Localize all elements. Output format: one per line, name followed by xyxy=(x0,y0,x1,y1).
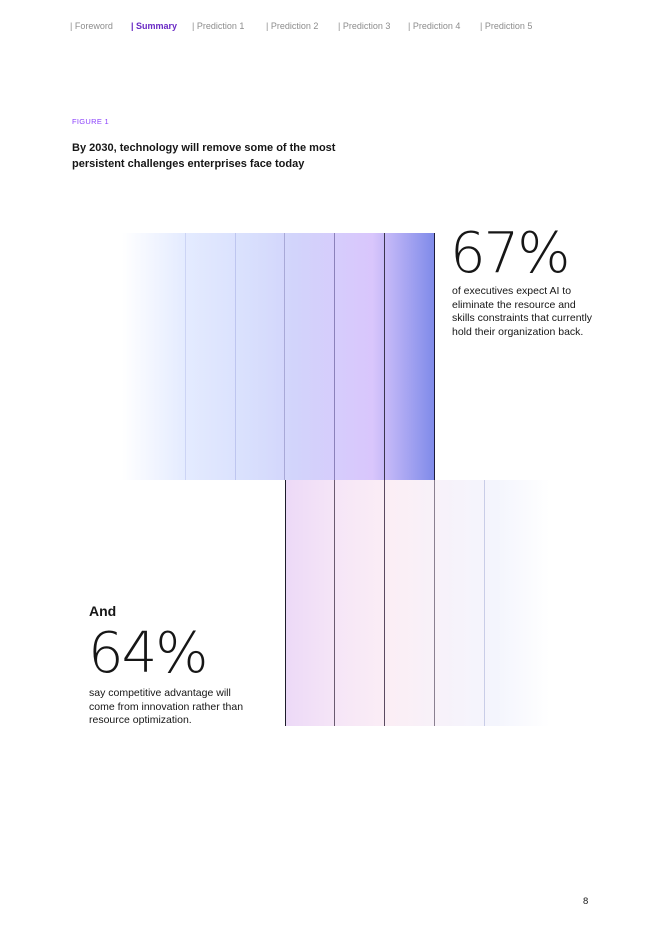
divider-line xyxy=(384,233,385,480)
divider-line xyxy=(384,480,385,726)
nav-item-prediction-1[interactable]: | Prediction 1 xyxy=(192,20,244,32)
stat-value-64: 64% xyxy=(88,622,206,686)
page-number: 8 xyxy=(583,896,588,907)
stat-description-64: say competitive advantage will come from… xyxy=(89,687,254,728)
nav-item-prediction-4[interactable]: | Prediction 4 xyxy=(408,20,460,32)
nav-item-foreword[interactable]: | Foreword xyxy=(70,20,113,32)
gradient-graphic-bottom xyxy=(285,480,550,726)
divider-line xyxy=(185,233,186,480)
divider-line xyxy=(284,233,285,480)
nav-item-prediction-5[interactable]: | Prediction 5 xyxy=(480,20,532,32)
divider-line xyxy=(334,480,335,726)
divider-line xyxy=(434,233,435,480)
divider-line xyxy=(235,233,236,480)
divider-line xyxy=(285,480,286,726)
divider-line xyxy=(484,480,485,726)
figure-label: FIGURE 1 xyxy=(72,117,109,126)
nav-item-prediction-2[interactable]: | Prediction 2 xyxy=(266,20,318,32)
figure-title: By 2030, technology will remove some of … xyxy=(72,140,362,172)
stat-intro-and: And xyxy=(89,603,116,619)
gradient-graphic-top xyxy=(122,233,435,480)
divider-line xyxy=(334,233,335,480)
nav-item-summary[interactable]: | Summary xyxy=(131,20,177,32)
stat-description-67: of executives expect AI to eliminate the… xyxy=(452,285,594,339)
stat-value-67: 67% xyxy=(450,222,568,286)
divider-line xyxy=(434,480,435,726)
nav-item-prediction-3[interactable]: | Prediction 3 xyxy=(338,20,390,32)
